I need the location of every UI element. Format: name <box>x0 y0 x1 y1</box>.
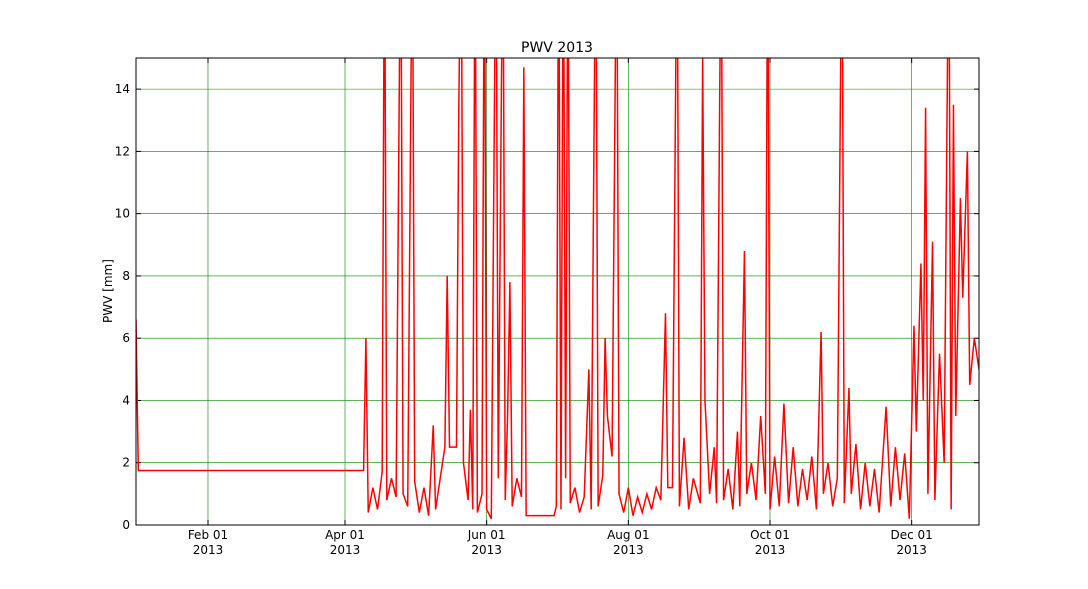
y-axis-label: PWV [mm] <box>101 259 115 323</box>
y-tick-label: 2 <box>122 456 130 470</box>
x-tick-label: 2013 <box>193 543 224 557</box>
x-tick-label: Oct 01 <box>750 528 790 542</box>
y-tick-label: 6 <box>122 331 130 345</box>
x-tick-label: 2013 <box>471 543 502 557</box>
plot-frame <box>135 57 980 526</box>
x-tick-label: Aug 01 <box>607 528 650 542</box>
x-tick-label: Apr 01 <box>325 528 365 542</box>
y-tick-label: 10 <box>115 207 130 221</box>
x-tick-label: 2013 <box>755 543 786 557</box>
y-tick-label: 12 <box>115 144 130 158</box>
y-tick-label: 0 <box>122 518 130 532</box>
x-tick-label: Dec 01 <box>890 528 932 542</box>
y-tick-label: 4 <box>122 393 130 407</box>
x-tick-label: 2013 <box>896 543 927 557</box>
x-tick-label: Jun 01 <box>467 528 506 542</box>
x-tick-label: 2013 <box>330 543 361 557</box>
y-tick-label: 14 <box>115 82 130 96</box>
data-line <box>136 58 979 520</box>
x-tick-label: Feb 01 <box>188 528 228 542</box>
chart-title: PWV 2013 <box>521 40 593 56</box>
y-tick-label: 8 <box>122 269 130 283</box>
plot-area <box>136 58 979 520</box>
x-tick-label: 2013 <box>613 543 644 557</box>
